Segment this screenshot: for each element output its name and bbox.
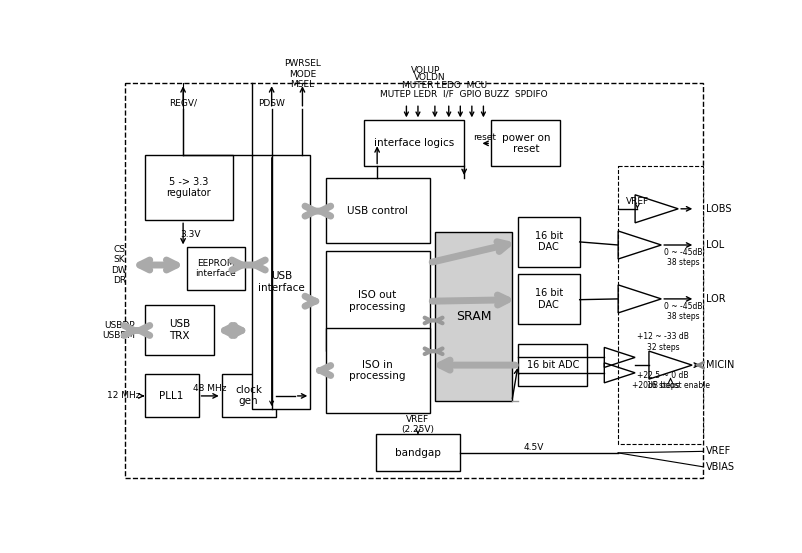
Text: MUTEP LEDR  I/F  GPIO BUZZ  SPDIFO: MUTEP LEDR I/F GPIO BUZZ SPDIFO: [380, 90, 548, 98]
Text: MUTER LEDO  MCU: MUTER LEDO MCU: [403, 81, 488, 90]
Text: 16 bit ADC: 16 bit ADC: [527, 360, 579, 370]
Text: reset: reset: [473, 133, 496, 143]
Text: VREF: VREF: [706, 446, 731, 456]
Text: bandgap: bandgap: [395, 448, 441, 458]
Text: USB
interface: USB interface: [258, 271, 305, 293]
Bar: [326, 328, 430, 413]
Text: +20dB boost enable: +20dB boost enable: [631, 382, 710, 390]
Text: LOBS: LOBS: [706, 204, 731, 214]
Text: 4.5V: 4.5V: [523, 443, 544, 452]
Text: clock
gen: clock gen: [235, 385, 262, 406]
Bar: [187, 247, 245, 290]
Text: VBIAS: VBIAS: [706, 462, 735, 472]
Text: +12 ~ -33 dB
32 steps: +12 ~ -33 dB 32 steps: [638, 332, 689, 352]
Text: ISO in
processing: ISO in processing: [350, 359, 406, 382]
Text: USB
TRX: USB TRX: [168, 319, 190, 341]
Text: PLL1: PLL1: [160, 390, 184, 400]
Bar: [144, 305, 214, 355]
Text: ISO out
processing: ISO out processing: [350, 290, 406, 312]
Bar: [326, 251, 430, 351]
Bar: [221, 374, 276, 417]
Text: 16 bit
DAC: 16 bit DAC: [535, 231, 563, 252]
Text: 0 ~ -45dB
38 steps: 0 ~ -45dB 38 steps: [664, 301, 703, 321]
Text: VOLDN: VOLDN: [414, 74, 445, 82]
Text: +22.5 ~ 0 dB
16 steps: +22.5 ~ 0 dB 16 steps: [638, 371, 689, 390]
Bar: [253, 155, 310, 409]
Text: power on
reset: power on reset: [501, 133, 550, 154]
Bar: [326, 178, 430, 243]
Text: SRAM: SRAM: [456, 310, 491, 323]
Text: 3.3V: 3.3V: [180, 229, 201, 239]
Text: 48 MHz: 48 MHz: [193, 384, 227, 393]
Bar: [364, 120, 464, 166]
Text: EEPROM
interface: EEPROM interface: [196, 259, 237, 278]
Bar: [518, 217, 580, 267]
Bar: [375, 435, 460, 471]
Bar: [435, 232, 512, 401]
Bar: [144, 374, 199, 417]
Text: MICIN: MICIN: [706, 360, 735, 370]
Text: 5 -> 3.3
regulator: 5 -> 3.3 regulator: [167, 177, 211, 199]
Text: 0 ~ -45dB
38 steps: 0 ~ -45dB 38 steps: [664, 248, 703, 267]
Text: CS
SK
DW
DR: CS SK DW DR: [111, 245, 127, 285]
Bar: [518, 274, 580, 324]
Text: VREF
(2.25V): VREF (2.25V): [402, 415, 435, 434]
Text: PDSW: PDSW: [258, 99, 285, 108]
Text: 16 bit
DAC: 16 bit DAC: [535, 289, 563, 310]
Text: PWRSEL
MODE
MSEL: PWRSEL MODE MSEL: [284, 59, 321, 89]
Bar: [518, 343, 587, 386]
Text: USBDP
USBDM: USBDP USBDM: [103, 321, 136, 340]
Bar: [144, 155, 233, 220]
Text: REGV/: REGV/: [169, 99, 197, 108]
Text: VREF: VREF: [626, 197, 649, 206]
Text: LOR: LOR: [706, 294, 726, 304]
Text: 12 MHz: 12 MHz: [107, 392, 140, 400]
Bar: [491, 120, 561, 166]
Text: LOL: LOL: [706, 240, 724, 250]
Text: VOLUP: VOLUP: [411, 66, 440, 75]
Text: interface logics: interface logics: [374, 138, 454, 148]
Text: USB control: USB control: [347, 206, 408, 216]
Bar: [618, 166, 703, 444]
